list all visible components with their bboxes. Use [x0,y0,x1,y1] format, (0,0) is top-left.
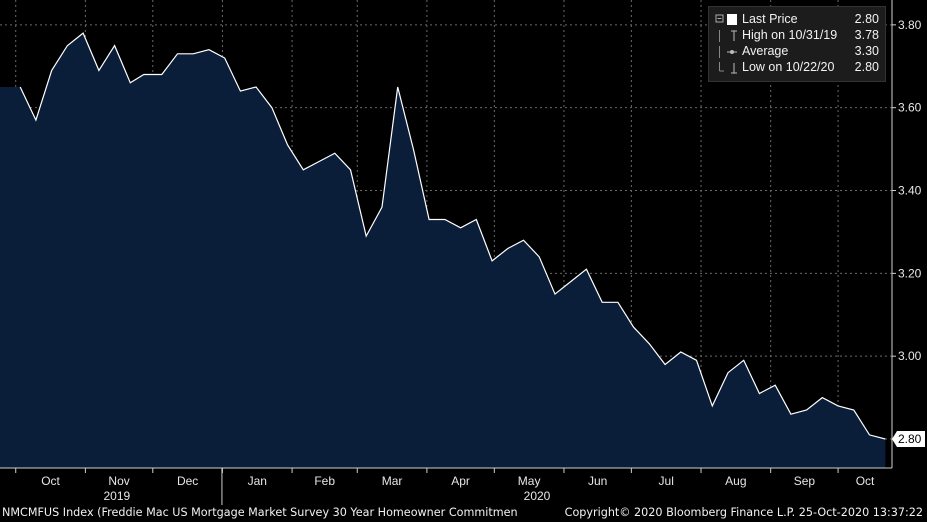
footer-description: NMCMFUS Index (Freddie Mac US Mortgage M… [2,506,518,519]
x-ticks: Oct Nov Dec Jan Feb Mar Apr May Jun Jul Aug Sep Oct [15,468,875,488]
last-value-tag: 2.80 [892,431,925,448]
price-area [0,33,886,468]
x-tick-label: Dec [177,474,198,488]
x-tick-label: Feb [314,474,335,488]
legend-item-last-price[interactable]: Last Price 2.80 [709,12,885,28]
x-tick-label: Sep [794,474,816,488]
x-tick-label: Mar [382,474,403,488]
legend-value: 2.80 [854,12,879,26]
x-tick-label: Oct [41,474,60,488]
low-marker-icon [719,62,737,74]
legend-label: High on 10/31/19 [742,28,838,42]
legend-label: Last Price [742,12,798,26]
x-tick-label: Jan [248,474,267,488]
x-tick-label: Nov [108,474,129,488]
x-tick-label: Aug [725,474,746,488]
footer-copyright: Copyright© 2020 Bloomberg Finance L.P. 2… [564,506,923,519]
y-tick-label: 3.60 [898,101,922,115]
legend-item-high[interactable]: High on 10/31/19 3.78 [709,28,885,44]
y-tick-label: 3.20 [898,266,922,280]
price-line [19,32,886,440]
year-label: 2020 [524,489,551,503]
x-tick-label: Oct [856,474,875,488]
high-marker-icon [719,30,737,42]
x-tick-label: Jun [588,474,607,488]
last-price-swatch-icon [715,14,737,25]
legend-label: Average [742,44,789,58]
x-tick-label: Apr [451,474,470,488]
axes [0,0,893,469]
legend-item-low[interactable]: Low on 10/22/20 2.80 [709,60,885,76]
footer: NMCMFUS Index (Freddie Mac US Mortgage M… [0,505,927,522]
y-tick-label: 3.40 [898,184,922,198]
price-chart: 3.80 3.60 3.40 3.20 3.00 2.80 Oct Nov Dec Jan Feb… [0,0,927,505]
year-label: 2019 [103,489,130,503]
x-tick-label: Jul [659,474,674,488]
legend-value: 2.80 [854,60,879,74]
legend[interactable]: Last Price 2.80 High on 10/31/19 3.78 Av… [708,6,886,82]
y-tick-label: 3.80 [898,18,922,32]
legend-label: Low on 10/22/20 [742,60,835,74]
average-marker-icon [719,46,737,58]
last-value-tag-bg [892,431,925,448]
legend-item-average[interactable]: Average 3.30 [709,44,885,60]
x-tick-label: May [518,474,541,488]
y-tick-label: 3.00 [898,349,922,363]
year-labels: 2019 2020 [103,468,551,505]
legend-value: 3.30 [854,44,879,58]
last-value-tag-text: 2.80 [898,432,922,446]
legend-value: 3.78 [854,28,879,42]
